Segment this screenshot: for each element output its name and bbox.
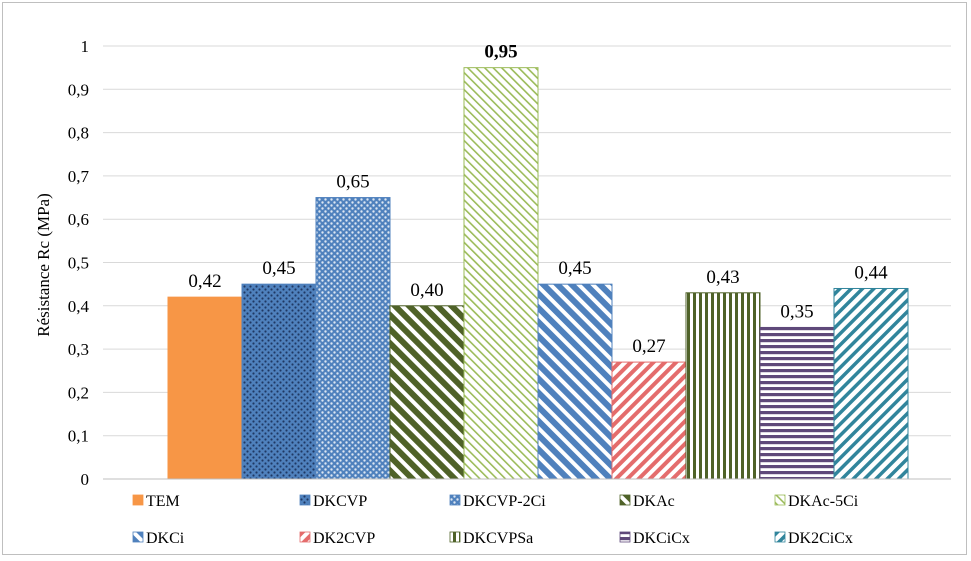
- legend-item-dkcicx: DKCiCx: [619, 530, 690, 547]
- legend-item-dkcvpsa: DKCVPSa: [449, 530, 533, 547]
- legend-swatch: [132, 531, 144, 543]
- y-tick-label: 0,2: [68, 383, 89, 402]
- legend-swatch: [132, 494, 144, 506]
- legend-swatch: [774, 531, 786, 543]
- legend-label: DKCVP-2Ci: [463, 493, 546, 510]
- legend-label: DKCVP: [313, 493, 367, 510]
- data-label: 0,45: [262, 258, 295, 279]
- legend-label: TEM: [146, 493, 180, 510]
- legend-swatch: [619, 494, 631, 506]
- bars: [167, 67, 909, 480]
- legend-swatch: [619, 531, 631, 543]
- data-label: 0,35: [780, 301, 813, 322]
- legend-item-dkcvp-2ci: DKCVP-2Ci: [449, 493, 546, 510]
- legend-swatch: [299, 494, 311, 506]
- y-tick-label: 0,7: [68, 167, 90, 186]
- y-tick-label: 0,3: [68, 340, 89, 359]
- legend-label: DKAc-5Ci: [788, 493, 859, 510]
- y-tick-label: 0,4: [68, 297, 90, 316]
- data-label: 0,27: [632, 336, 665, 357]
- legend-label: DK2CiCx: [788, 530, 853, 547]
- data-label: 0,44: [854, 262, 888, 283]
- y-tick-label: 0,8: [68, 124, 89, 143]
- y-tick-label: 0,5: [68, 254, 89, 273]
- data-label: 0,40: [410, 280, 443, 301]
- y-tick-label: 0,9: [68, 80, 89, 99]
- y-tick-label: 0: [81, 470, 90, 489]
- legend-swatch: [774, 494, 786, 506]
- y-axis: 0 0,1 0,2 0,3 0,4 0,5 0,6 0,7 0,8 0,9 1: [68, 37, 951, 489]
- legend-item-dkci: DKCi: [132, 530, 185, 547]
- chart-frame: 0 0,1 0,2 0,3 0,4 0,5 0,6 0,7 0,8 0,9 1 0,42 0,45 0,…: [2, 2, 967, 555]
- y-tick-label: 0,1: [68, 427, 89, 446]
- legend-swatch: [449, 494, 461, 506]
- bar-dkcvp: [241, 283, 317, 480]
- bar-chart: 00,10,20,30,40,50,60,70,80,91 0,420,450,…: [34, 37, 951, 547]
- legend: TEM DKCVP DKCVP-2Ci DKAc DKAc-5Ci DKCi DK2CVP D…: [132, 493, 859, 547]
- y-tick-label: 0,6: [68, 210, 89, 229]
- bar-dkac: [389, 305, 465, 480]
- legend-item-dk2cvp: DK2CVP: [299, 530, 375, 547]
- legend-label: DK2CVP: [313, 530, 375, 547]
- bar-dkcvpsa: [685, 292, 761, 480]
- legend-item-tem: TEM: [132, 493, 180, 510]
- bar-tem: [167, 296, 243, 480]
- bar-dk2cvp: [611, 361, 687, 480]
- legend-item-dkac-5ci: DKAc-5Ci: [774, 493, 859, 510]
- legend-label: DKAc: [633, 493, 675, 510]
- y-axis-title: Résistance Rc (MPa): [34, 193, 53, 337]
- data-label: 0,45: [558, 258, 591, 279]
- data-label: 0,43: [706, 267, 739, 288]
- data-labels: 0,42 0,45 0,65 0,40 0,95 0,45 0,27 0,43 0,35 0,44: [188, 42, 888, 357]
- legend-item-dk2cicx: DK2CiCx: [774, 530, 853, 547]
- legend-item-dkcvp: DKCVP: [299, 493, 367, 510]
- bar-dkci: [537, 283, 613, 480]
- data-label: 0,65: [336, 172, 369, 193]
- bar-dkac-5ci: [463, 67, 539, 480]
- bar-dkcvp-2ci: [315, 197, 391, 480]
- legend-swatch: [299, 531, 311, 543]
- legend-label: DKCVPSa: [463, 530, 533, 547]
- legend-label: DKCiCx: [633, 530, 690, 547]
- data-label: 0,42: [188, 271, 221, 292]
- data-label: 0,95: [484, 42, 517, 63]
- legend-label: DKCi: [146, 530, 185, 547]
- bar-dkcicx: [759, 326, 835, 480]
- bar-dk2cicx: [833, 287, 909, 480]
- legend-swatch: [449, 531, 461, 543]
- y-tick-label: 1: [81, 37, 90, 56]
- legend-item-dkac: DKAc: [619, 493, 675, 510]
